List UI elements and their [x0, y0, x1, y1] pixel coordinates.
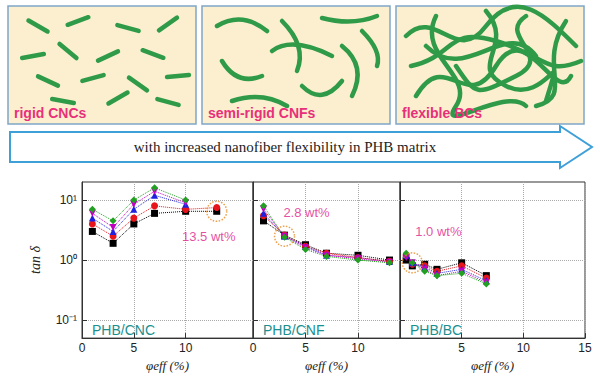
svg-text:10⁻¹: 10⁻¹: [56, 313, 77, 327]
svg-text:PHB/CNF: PHB/CNF: [263, 322, 324, 338]
svg-text:with increased nanofiber flexi: with increased nanofiber flexibility in …: [134, 139, 437, 155]
svg-text:5: 5: [302, 341, 309, 355]
svg-text:PHB/BC: PHB/BC: [410, 322, 462, 338]
svg-text:5: 5: [130, 341, 137, 355]
svg-text:13.5 wt%: 13.5 wt%: [182, 229, 236, 244]
svg-text:flexible BCs: flexible BCs: [402, 105, 482, 121]
svg-text:10⁰: 10⁰: [60, 253, 77, 267]
svg-text:0: 0: [250, 341, 257, 355]
svg-text:15: 15: [578, 341, 592, 355]
svg-text:0: 0: [79, 341, 86, 355]
svg-text:semi-rigid CNFs: semi-rigid CNFs: [208, 105, 316, 121]
svg-text:5: 5: [458, 341, 465, 355]
svg-text:φeff (%): φeff (%): [471, 358, 514, 373]
svg-text:tan δ: tan δ: [28, 246, 43, 274]
svg-text:2.8 wt%: 2.8 wt%: [283, 205, 330, 220]
svg-text:φeff (%): φeff (%): [146, 358, 189, 373]
svg-text:1.0 wt%: 1.0 wt%: [415, 224, 462, 239]
svg-text:10: 10: [179, 341, 193, 355]
svg-text:PHB/CNC: PHB/CNC: [92, 322, 155, 338]
svg-text:10: 10: [517, 341, 531, 355]
svg-text:10: 10: [351, 341, 365, 355]
svg-text:φeff (%): φeff (%): [305, 358, 348, 373]
svg-text:10¹: 10¹: [60, 193, 77, 207]
svg-text:rigid CNCs: rigid CNCs: [14, 105, 87, 121]
